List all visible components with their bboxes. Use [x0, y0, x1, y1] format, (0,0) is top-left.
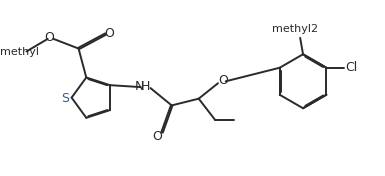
Text: methyl: methyl	[0, 47, 39, 57]
Text: Cl: Cl	[345, 61, 358, 74]
Text: N: N	[135, 80, 145, 93]
Text: O: O	[45, 32, 55, 44]
Text: methyl2: methyl2	[272, 24, 318, 34]
Text: O: O	[152, 130, 162, 143]
Text: O: O	[104, 27, 114, 40]
Text: O: O	[218, 74, 228, 87]
Text: S: S	[61, 92, 69, 105]
Text: H: H	[141, 80, 151, 93]
